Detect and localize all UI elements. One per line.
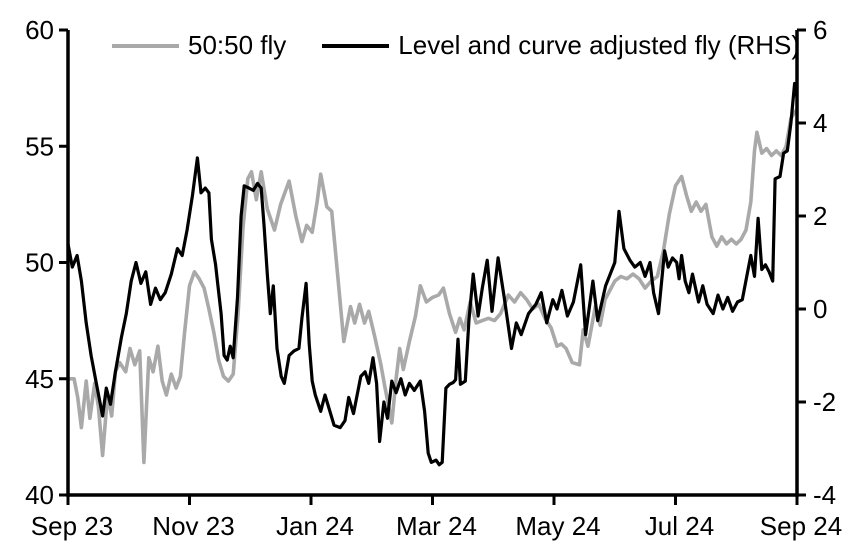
x-axis-label-mar-24: Mar 24	[396, 511, 477, 541]
x-axis-label-jul-24: Jul 24	[645, 511, 714, 541]
x-axis-label-sep-24: Sep 24	[760, 511, 842, 541]
legend-line-sample-50-50-fly	[112, 43, 179, 48]
legend-label-level-curve-adjusted-fly: Level and curve adjusted fly (RHS)	[398, 30, 801, 60]
x-axis-label-may-24: May 24	[515, 511, 600, 541]
left-axis-label-60: 60	[25, 15, 54, 45]
right-axis-label-6: 6	[813, 15, 827, 45]
x-axis-label-nov-23: Nov 23	[152, 511, 234, 541]
legend-label-50-50-fly: 50:50 fly	[188, 30, 287, 60]
right-axis-label-0: 0	[813, 294, 827, 324]
chart-legend: 50:50 fly Level and curve adjusted fly (…	[112, 30, 801, 60]
x-axis-label-sep-23: Sep 23	[31, 511, 113, 541]
right-axis-label--2: -2	[813, 387, 836, 417]
x-axis-label-jan-24: Jan 24	[276, 511, 354, 541]
right-axis-label--4: -4	[813, 480, 836, 510]
legend-item-50-50-fly: 50:50 fly	[112, 30, 287, 60]
left-axis-label-55: 55	[25, 131, 54, 161]
legend-item-level-curve-adjusted-fly: Level and curve adjusted fly (RHS)	[322, 30, 801, 60]
left-axis-label-45: 45	[25, 364, 54, 394]
left-axis-label-50: 50	[25, 248, 54, 278]
series-line-level-and-curve-adjusted-fly-rhs	[66, 81, 799, 467]
legend-line-sample-level-curve-adjusted-fly	[322, 43, 390, 48]
left-axis-label-40: 40	[25, 480, 54, 510]
right-axis-label-4: 4	[813, 108, 827, 138]
right-axis-label-2: 2	[813, 201, 827, 231]
series-line-50-50-fly	[68, 108, 799, 465]
